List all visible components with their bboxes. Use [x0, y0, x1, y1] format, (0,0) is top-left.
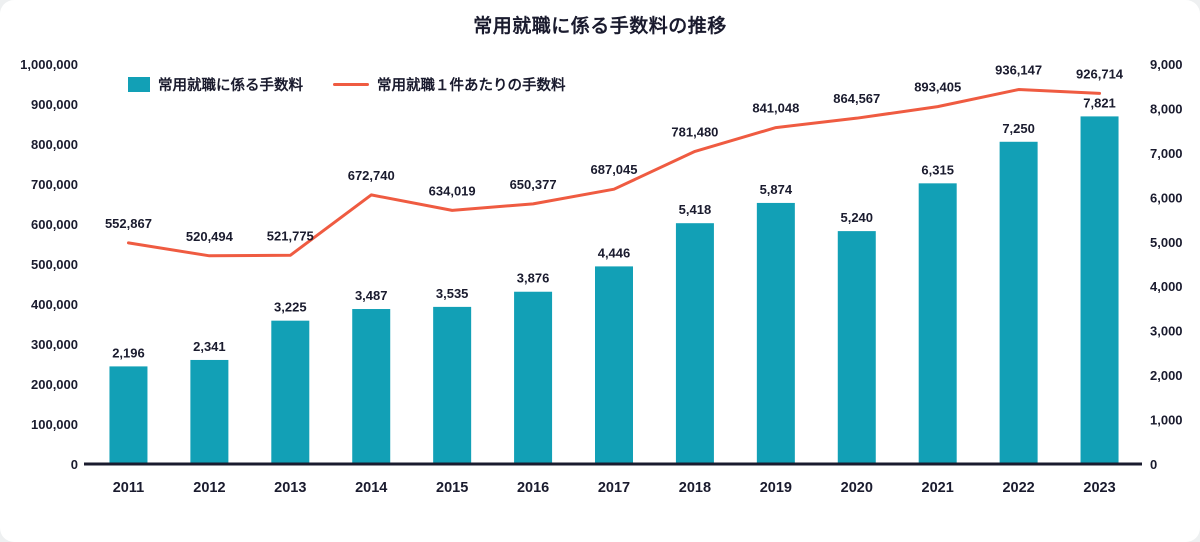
right-axis-tick: 1,000 [1150, 413, 1183, 428]
line-value-label: 781,480 [671, 124, 718, 139]
line-value-label: 650,377 [510, 177, 557, 192]
left-axis-tick: 200,000 [31, 377, 78, 392]
x-axis-label: 2022 [1002, 480, 1034, 496]
line-series-label: 常用就職１件あたりの手数料 [377, 78, 566, 94]
left-axis-tick: 600,000 [31, 217, 78, 232]
bar-value-label: 3,535 [436, 286, 469, 301]
bar [999, 141, 1038, 464]
bar [190, 359, 229, 464]
legend-item-line-series: 常用就職１件あたりの手数料 [333, 74, 566, 95]
legend: 常用就職に係る手数料 常用就職１件あたりの手数料 [128, 74, 566, 95]
right-axis-tick: 0 [1150, 457, 1157, 472]
x-axis-label: 2021 [922, 480, 954, 496]
x-axis-label: 2018 [679, 480, 711, 496]
bar-value-label: 2,196 [112, 345, 145, 360]
bar-value-label: 5,418 [679, 202, 712, 217]
left-axis-tick: 800,000 [31, 137, 78, 152]
line-value-label: 841,048 [752, 101, 799, 116]
line-value-label: 520,494 [186, 229, 234, 244]
line-value-label: 552,867 [105, 216, 152, 231]
line-value-label: 936,147 [995, 63, 1042, 78]
left-axis-tick: 900,000 [31, 97, 78, 112]
bar [756, 202, 795, 464]
x-axis-label: 2016 [517, 480, 549, 496]
x-axis-label: 2020 [841, 480, 873, 496]
bar-value-label: 7,821 [1083, 95, 1116, 110]
bar-value-label: 6,315 [921, 162, 954, 177]
right-axis-tick: 3,000 [1150, 324, 1183, 339]
right-axis-tick: 2,000 [1150, 368, 1183, 383]
bar [918, 183, 957, 465]
right-axis-tick: 6,000 [1150, 190, 1183, 205]
chart-title: 常用就職に係る手数料の推移 [473, 16, 727, 37]
right-axis-tick: 9,000 [1150, 57, 1183, 72]
x-axis-label: 2023 [1083, 480, 1115, 496]
x-axis-label: 2015 [436, 480, 468, 496]
bar [675, 223, 714, 464]
line-value-label: 634,019 [429, 183, 476, 198]
bar-value-label: 5,240 [840, 210, 873, 225]
line-value-label: 687,045 [591, 162, 638, 177]
left-axis-tick: 400,000 [31, 297, 78, 312]
line-value-label: 672,740 [348, 168, 395, 183]
left-axis-tick: 100,000 [31, 417, 78, 432]
line-value-label: 864,567 [833, 91, 880, 106]
right-axis-tick: 7,000 [1150, 146, 1183, 161]
bar [433, 306, 472, 464]
bar-value-label: 5,874 [760, 182, 793, 197]
bar [595, 266, 633, 464]
line-series [126, 88, 1102, 258]
line-series-swatch [333, 82, 369, 87]
right-axis-tick: 5,000 [1150, 235, 1183, 250]
bar [1080, 116, 1119, 465]
bar-value-label: 2,341 [193, 339, 226, 354]
left-axis-tick: 0 [71, 457, 78, 472]
bar-series-label: 常用就職に係る手数料 [158, 78, 303, 94]
bar [837, 231, 876, 464]
bar-value-label: 4,446 [598, 245, 631, 260]
bar-value-label: 3,876 [517, 271, 550, 286]
left-axis-tick: 300,000 [31, 337, 78, 352]
x-axis-label: 2019 [760, 480, 792, 496]
bar-value-label: 7,250 [1002, 121, 1035, 136]
x-axis-label: 2017 [598, 480, 630, 496]
left-axis-tick: 500,000 [31, 257, 78, 272]
right-axis-tick: 8,000 [1150, 101, 1183, 116]
legend-item-bar-series: 常用就職に係る手数料 [128, 74, 303, 95]
line-value-label: 893,405 [914, 80, 961, 95]
line-value-label: 926,714 [1076, 66, 1124, 81]
x-axis-label: 2013 [274, 480, 306, 496]
x-axis-label: 2012 [193, 480, 225, 496]
bar [271, 320, 310, 464]
left-axis-tick: 700,000 [31, 177, 78, 192]
x-axis-label: 2014 [355, 480, 387, 496]
bar-value-label: 3,225 [274, 300, 307, 315]
bar-value-label: 3,487 [355, 288, 388, 303]
bar [352, 309, 391, 464]
left-axis-tick: 1,000,000 [20, 57, 78, 72]
bar [109, 366, 148, 464]
right-axis-tick: 4,000 [1150, 279, 1183, 294]
bar-series-swatch [128, 77, 150, 92]
x-axis-label: 2011 [113, 480, 144, 496]
bar [514, 291, 553, 464]
line-value-label: 521,775 [267, 228, 314, 243]
